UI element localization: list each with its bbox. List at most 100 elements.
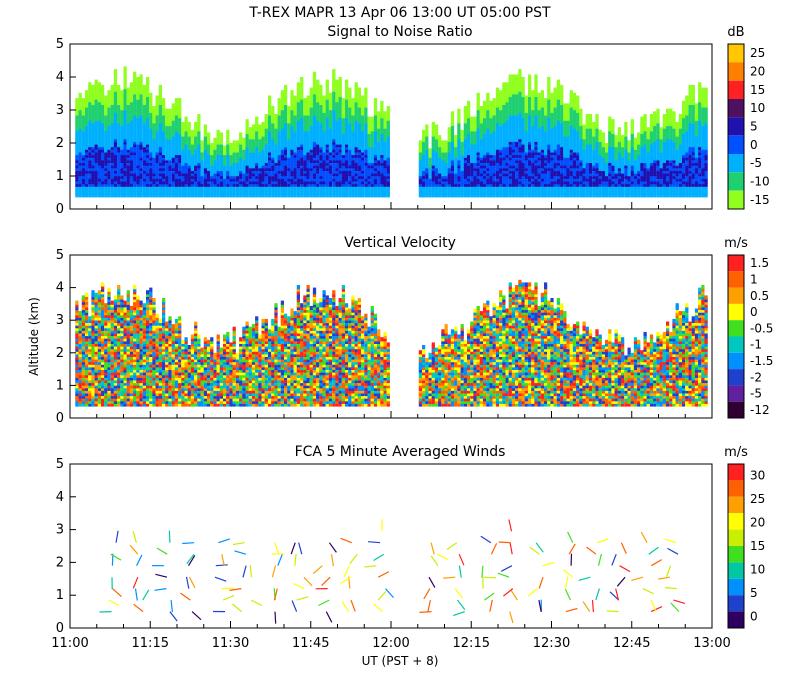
- heatmap-cell: [325, 84, 329, 90]
- heatmap-cell: [284, 161, 288, 166]
- heatmap-cell: [284, 124, 288, 129]
- heatmap-cell: [187, 137, 191, 142]
- heatmap-cell: [75, 106, 79, 111]
- heatmap-cell: [207, 145, 211, 150]
- heatmap-cell: [168, 182, 172, 187]
- heatmap-cell: [303, 124, 307, 129]
- heatmap-cell: [312, 185, 317, 190]
- heatmap-cell: [309, 116, 313, 121]
- heatmap-cell: [91, 143, 95, 148]
- heatmap-cell: [197, 172, 201, 177]
- heatmap-cell: [78, 182, 82, 187]
- heatmap-cell: [300, 180, 304, 185]
- heatmap-cell: [113, 84, 118, 90]
- heatmap-cell: [75, 137, 79, 142]
- heatmap-cell: [303, 156, 307, 161]
- heatmap-cell: [142, 129, 146, 134]
- heatmap-cell: [306, 111, 310, 116]
- heatmap-cell: [197, 190, 201, 195]
- heatmap-cell: [312, 82, 317, 87]
- heatmap-cell: [81, 111, 85, 116]
- heatmap-cell: [280, 111, 284, 116]
- heatmap-cell: [126, 190, 130, 195]
- heatmap-cell: [251, 150, 256, 156]
- heatmap-cell: [319, 164, 323, 169]
- heatmap-cell: [316, 100, 320, 105]
- heatmap-cell: [229, 166, 233, 171]
- heatmap-cell: [303, 100, 307, 105]
- heatmap-cell: [194, 187, 198, 193]
- heatmap-cell: [293, 143, 297, 148]
- heatmap-cell: [306, 140, 310, 145]
- heatmap-cell: [232, 161, 236, 166]
- heatmap-cell: [325, 100, 329, 105]
- heatmap-cell: [107, 164, 111, 169]
- heatmap-cell: [264, 161, 268, 166]
- heatmap-cell: [316, 116, 320, 121]
- heatmap-cell: [312, 174, 317, 179]
- heatmap-cell: [97, 106, 101, 111]
- heatmap-cell: [178, 193, 182, 198]
- heatmap-cell: [91, 116, 95, 121]
- heatmap-cell: [258, 124, 262, 129]
- heatmap-cell: [123, 180, 127, 185]
- heatmap-cell: [94, 95, 98, 100]
- heatmap-cell: [309, 156, 313, 161]
- heatmap-cell: [300, 193, 304, 198]
- heatmap-cell: [203, 174, 207, 179]
- heatmap-cell: [97, 158, 101, 163]
- heatmap-cell: [168, 166, 172, 171]
- heatmap-cell: [306, 137, 310, 142]
- heatmap-cell: [142, 182, 146, 187]
- heatmap-cell: [97, 187, 101, 193]
- heatmap-cell: [162, 108, 166, 113]
- heatmap-cell: [85, 119, 89, 124]
- heatmap-cell: [245, 158, 249, 163]
- heatmap-cell: [85, 98, 89, 103]
- heatmap-cell: [162, 158, 166, 163]
- heatmap-cell: [194, 127, 198, 132]
- heatmap-cell: [303, 121, 307, 127]
- heatmap-cell: [136, 79, 140, 84]
- heatmap-cell: [146, 116, 150, 121]
- heatmap-cell: [280, 150, 284, 156]
- heatmap-cell: [88, 87, 92, 92]
- heatmap-cell: [274, 185, 278, 190]
- heatmap-cell: [133, 145, 137, 150]
- heatmap-cell: [174, 124, 179, 129]
- heatmap-cell: [277, 129, 281, 134]
- heatmap-cell: [187, 143, 191, 148]
- heatmap-cell: [129, 172, 134, 177]
- heatmap-cell: [316, 114, 320, 119]
- heatmap-cell: [101, 193, 105, 198]
- heatmap-cell: [178, 187, 182, 193]
- heatmap-cell: [328, 124, 333, 129]
- heatmap-cell: [322, 108, 326, 113]
- heatmap-cell: [261, 172, 265, 177]
- heatmap-cell: [155, 169, 159, 174]
- heatmap-cell: [146, 158, 150, 163]
- heatmap-cell: [101, 180, 105, 185]
- heatmap-cell: [280, 92, 284, 97]
- heatmap-cell: [142, 106, 146, 111]
- heatmap-cell: [97, 182, 101, 187]
- heatmap-cell: [274, 124, 278, 129]
- heatmap-cell: [290, 135, 294, 140]
- heatmap-cell: [136, 140, 140, 145]
- heatmap-cell: [203, 182, 207, 187]
- heatmap-cell: [200, 143, 204, 148]
- heatmap-cell: [139, 169, 143, 174]
- heatmap-cell: [287, 121, 291, 127]
- heatmap-cell: [184, 124, 188, 129]
- heatmap-cell: [168, 127, 172, 132]
- heatmap-cell: [277, 180, 281, 185]
- heatmap-cell: [123, 108, 127, 113]
- heatmap-cell: [162, 127, 166, 132]
- heatmap-cell: [322, 114, 326, 119]
- heatmap-cell: [312, 124, 317, 129]
- heatmap-cell: [123, 174, 127, 179]
- heatmap-cell: [94, 121, 98, 127]
- heatmap-cell: [81, 127, 85, 132]
- heatmap-cell: [155, 161, 159, 166]
- heatmap-cell: [328, 187, 333, 193]
